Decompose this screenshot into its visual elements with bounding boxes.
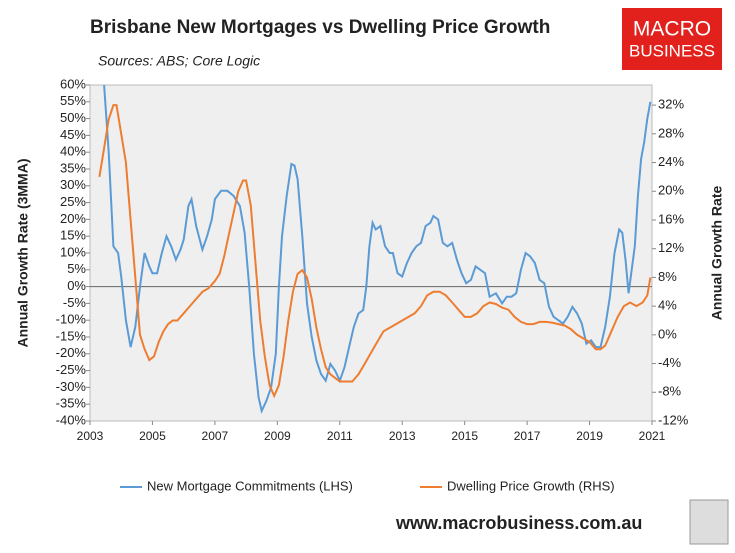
y2-tick-label: 12% bbox=[658, 240, 684, 255]
y-tick-label: 40% bbox=[60, 144, 86, 159]
footer: www.macrobusiness.com.au bbox=[395, 513, 642, 533]
y-tick-label: 55% bbox=[60, 93, 86, 108]
y-tick-label: 50% bbox=[60, 110, 86, 125]
y-tick-label: -25% bbox=[56, 362, 87, 377]
y2-tick-label: 20% bbox=[658, 183, 684, 198]
x-tick-label: 2013 bbox=[389, 429, 416, 443]
y2-tick-label: 24% bbox=[658, 154, 684, 169]
y-tick-label: 35% bbox=[60, 160, 86, 175]
series-line bbox=[103, 85, 652, 414]
y2-tick-label: 8% bbox=[658, 269, 677, 284]
y-tick-label: 5% bbox=[67, 261, 86, 276]
y-tick-label: -40% bbox=[56, 412, 87, 427]
x-tick-label: 2003 bbox=[77, 429, 104, 443]
y-tick-label: -15% bbox=[56, 328, 87, 343]
y-axis-label: Annual Growth Rate (3MMA) bbox=[15, 159, 31, 348]
y2-tick-label: 32% bbox=[658, 97, 684, 112]
y2-tick-label: 0% bbox=[658, 326, 677, 341]
y-tick-label: 30% bbox=[60, 177, 86, 192]
subtitle: Sources: ABS; Core Logic bbox=[98, 53, 260, 69]
y-tick-label: 45% bbox=[60, 127, 86, 142]
legend-label: New Mortgage Commitments (LHS) bbox=[147, 478, 353, 493]
y2-tick-label: 4% bbox=[658, 298, 677, 313]
plot-lines bbox=[98, 85, 652, 414]
x-tick-label: 2017 bbox=[514, 429, 541, 443]
y-tick-label: -35% bbox=[56, 396, 87, 411]
y-tick-label: -5% bbox=[63, 295, 87, 310]
x-tick-label: 2011 bbox=[327, 429, 353, 443]
logo-box bbox=[622, 8, 722, 70]
y-tick-label: 60% bbox=[60, 76, 86, 91]
x-tick-label: 2015 bbox=[451, 429, 478, 443]
y-tick-label: 10% bbox=[60, 244, 86, 259]
y2-tick-label: 28% bbox=[658, 125, 684, 140]
y2-tick-label: 16% bbox=[658, 211, 684, 226]
x-tick-label: 2007 bbox=[202, 429, 229, 443]
logo-text: MACRO bbox=[633, 18, 711, 41]
y-tick-label: -20% bbox=[56, 345, 87, 360]
x-tick-label: 2021 bbox=[639, 429, 666, 443]
logo-image bbox=[689, 499, 729, 545]
y2-tick-label: -8% bbox=[658, 384, 682, 399]
logo-text: BUSINESS bbox=[629, 41, 715, 60]
y-tick-label: -10% bbox=[56, 312, 87, 327]
y2-tick-label: -4% bbox=[658, 355, 682, 370]
x-tick-label: 2019 bbox=[576, 429, 603, 443]
x-tick-label: 2009 bbox=[264, 429, 291, 443]
legend-label: Dwelling Price Growth (RHS) bbox=[447, 478, 615, 493]
y-tick-label: 20% bbox=[60, 211, 86, 226]
plot-area bbox=[89, 84, 653, 422]
chart-title: Brisbane New Mortgages vs Dwelling Price… bbox=[90, 17, 550, 38]
series-line bbox=[98, 104, 652, 399]
y2-tick-label: -12% bbox=[658, 412, 689, 427]
y-tick-label: 25% bbox=[60, 194, 86, 209]
y2-axis-label: Annual Growth Rate bbox=[709, 186, 725, 321]
y-tick-label: 0% bbox=[67, 278, 86, 293]
x-tick-label: 2005 bbox=[139, 429, 166, 443]
y-tick-label: 15% bbox=[60, 228, 86, 243]
y-tick-label: -30% bbox=[56, 379, 87, 394]
